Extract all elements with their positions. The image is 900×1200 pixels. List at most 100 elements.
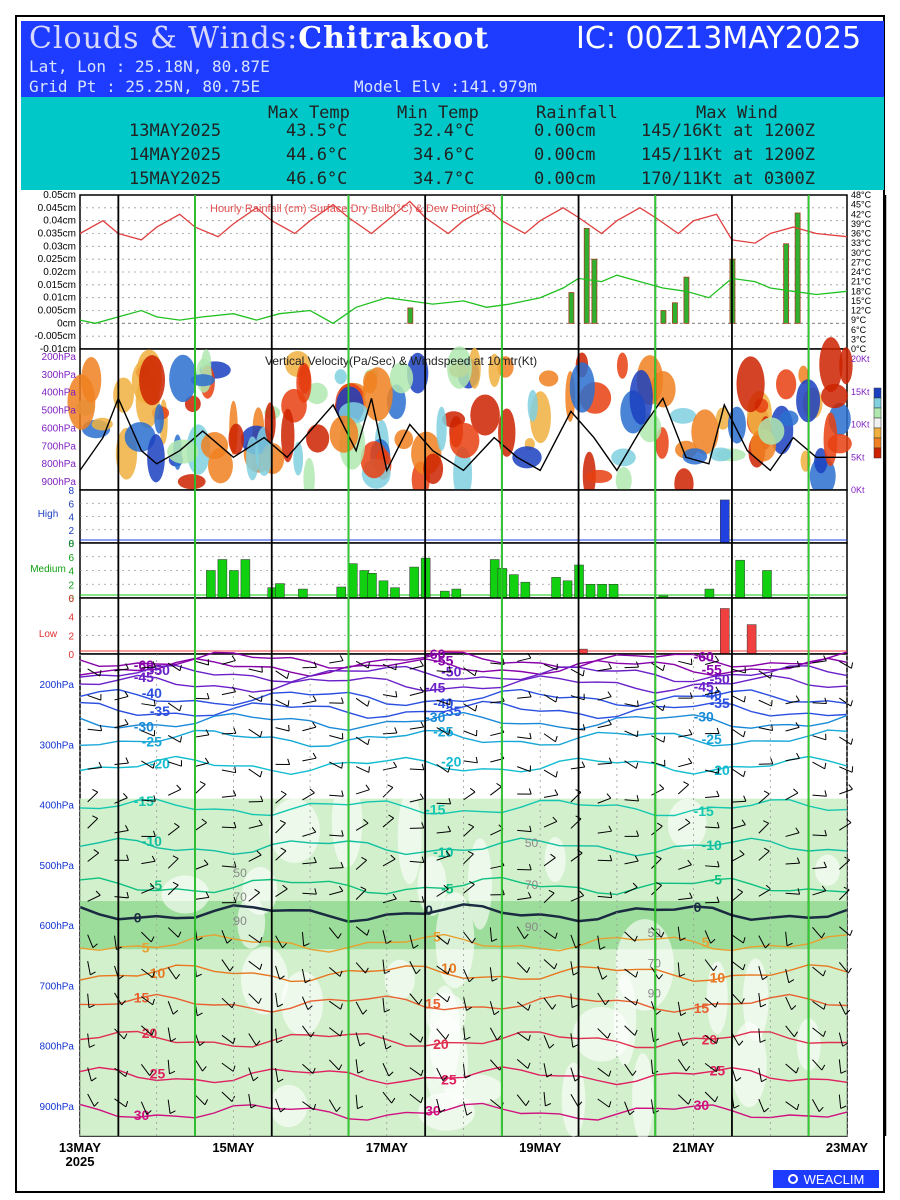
temp-tick-label: 0°C — [851, 344, 867, 354]
wind-barb — [436, 830, 451, 834]
latlon-text: Lat, Lon : 25.18N, 80.87E — [29, 57, 270, 76]
wind-barb — [421, 822, 425, 829]
wind-barb — [608, 662, 612, 669]
wind-barb — [634, 855, 639, 862]
velocity-contour — [113, 377, 134, 413]
wind-barb — [87, 1067, 92, 1082]
wind-barb — [409, 1033, 421, 1043]
wind-barb — [812, 735, 827, 741]
wind-barb — [823, 1003, 827, 1010]
isotherm-label: -50 — [441, 664, 461, 680]
wind-barb — [570, 895, 584, 902]
wind-barb — [463, 931, 473, 944]
wind-barb — [254, 888, 260, 893]
wind-barb — [489, 1059, 501, 1071]
wind-barb — [463, 730, 477, 737]
wind-barb — [785, 996, 792, 1010]
cloud-bar — [704, 588, 715, 599]
wind-barb — [608, 757, 613, 764]
wind-barb — [447, 938, 451, 945]
wind-barb — [705, 865, 720, 868]
wind-barb — [194, 783, 206, 795]
chart-title: Clouds & Winds:Chitrakoot — [29, 21, 490, 56]
wind-barb — [704, 1091, 716, 1103]
rain-tick-label: 0.035cm — [38, 229, 76, 240]
wind-barb — [141, 666, 156, 669]
isotherm-label: 10 — [710, 969, 726, 985]
velocity-contour — [281, 408, 295, 463]
wind-barb — [169, 1070, 176, 1075]
wind-barb — [545, 1103, 552, 1107]
isotherm-line — [79, 755, 848, 776]
wind-barb — [471, 937, 476, 944]
wind-barb — [87, 961, 91, 975]
wind-barb — [125, 1100, 129, 1108]
wind-barb — [677, 926, 681, 941]
velocity-contour — [814, 448, 828, 474]
wind-barb — [543, 997, 553, 1010]
wind-barb — [713, 965, 718, 971]
wind-barb — [314, 888, 317, 895]
dry-patch — [467, 838, 492, 930]
wind-barb — [302, 862, 317, 865]
wind-barb — [716, 790, 720, 797]
wind-barb — [176, 784, 182, 790]
wind-barb — [743, 696, 746, 703]
wind-barb — [796, 660, 801, 667]
isotherm-line — [79, 1030, 847, 1049]
wind-barb — [742, 964, 746, 971]
wind-barb — [714, 1096, 719, 1103]
wind-barb — [121, 1000, 126, 1006]
row-date: 14MAY2025 — [129, 145, 222, 165]
velocity-contour — [293, 441, 304, 476]
wind-barb — [843, 886, 850, 891]
velocity-contour — [758, 417, 785, 445]
wind-barb — [677, 962, 681, 977]
wind-barb — [221, 865, 236, 868]
wind-barb — [205, 891, 210, 898]
wind-barb — [248, 695, 262, 703]
wind-barb — [436, 935, 448, 945]
isotherm-label: -20 — [150, 755, 170, 771]
wind-barb — [651, 884, 662, 896]
rain-legend: Hourly Rainfall (cm) Surface Dry Bulb(°C… — [210, 203, 496, 215]
pressure-tick-label: 900hPa — [42, 477, 77, 488]
wind-barb — [167, 702, 180, 712]
wind-barb — [275, 1098, 281, 1113]
row-max: 44.6°C — [286, 145, 348, 165]
wind-barb — [367, 700, 370, 707]
wind-barb — [87, 852, 100, 862]
wind-barb — [390, 854, 396, 860]
velocity-contour — [798, 365, 809, 384]
wind-barb — [167, 735, 181, 743]
wind-barb — [362, 1009, 368, 1015]
wind-barb — [287, 700, 290, 707]
wind-barb — [259, 963, 263, 970]
wind-barb — [655, 855, 662, 860]
wind-barb — [114, 668, 129, 672]
dry-bulb-line — [79, 200, 848, 244]
wind-barb — [439, 1108, 446, 1113]
wind-barb — [597, 1028, 609, 1039]
velocity-contour — [823, 412, 838, 467]
wind-barb — [771, 724, 773, 731]
wind-barb — [393, 761, 398, 768]
wind-barb — [582, 724, 586, 731]
wind-barb — [221, 997, 233, 1009]
wind-barb — [302, 1101, 315, 1111]
wind-barb — [651, 927, 662, 938]
pressure-tick-label: 800hPa — [40, 1042, 75, 1053]
cloud-bar — [608, 584, 619, 599]
wind-barb — [229, 965, 234, 972]
isotherm-label: 25 — [441, 1072, 457, 1088]
isotherm-label: -25 — [702, 731, 722, 747]
wind-barb — [821, 932, 826, 939]
rain-bar — [407, 307, 414, 324]
dry-patch — [269, 1084, 308, 1128]
wind-barb — [821, 1064, 826, 1071]
wind-barb — [650, 1099, 655, 1114]
wind-barb — [662, 664, 666, 671]
wind-barb — [328, 1059, 340, 1071]
temp-tick-label: 6°C — [851, 325, 867, 335]
wind-barb — [517, 736, 532, 740]
